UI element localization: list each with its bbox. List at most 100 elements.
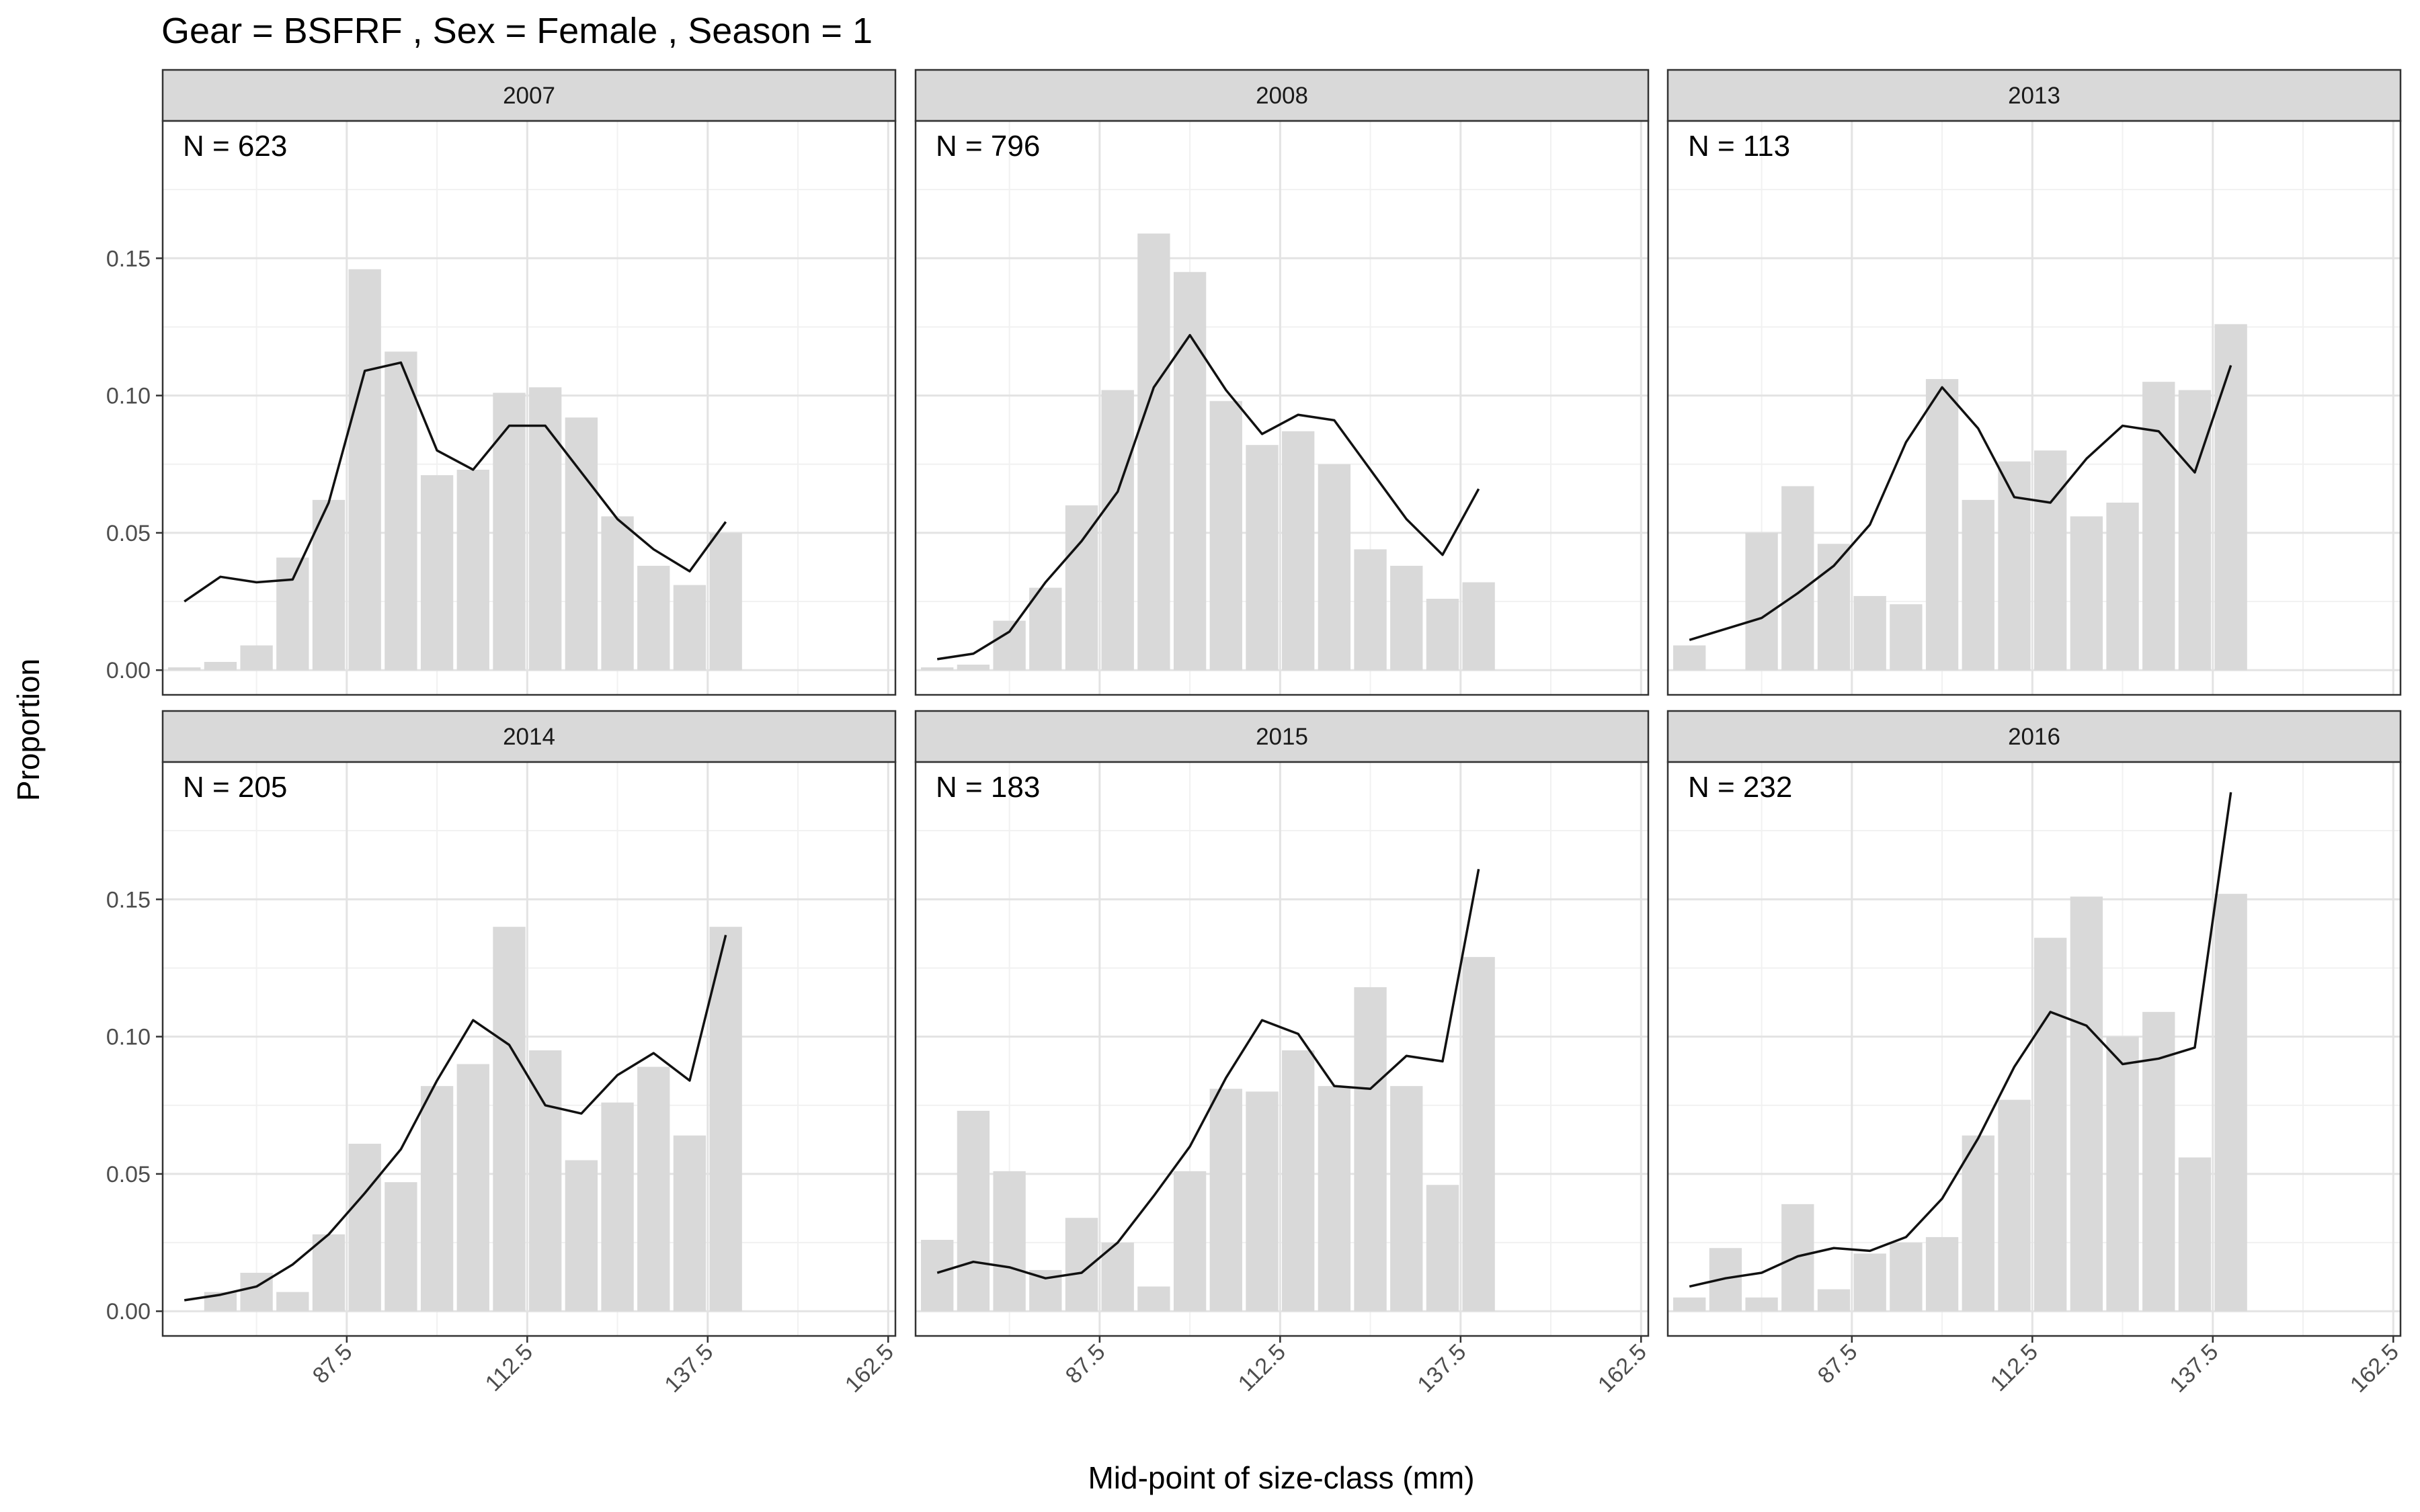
sample-size-label: N = 113 [1688, 130, 1790, 163]
predicted-line [1689, 365, 2232, 641]
y-tick-label: 0.15 [106, 246, 151, 271]
facet-strip-label: 2013 [2008, 83, 2060, 109]
observed-bar [957, 1110, 990, 1312]
sample-size-label: N = 796 [936, 130, 1040, 163]
observed-bar [601, 516, 634, 671]
observed-bar [1173, 1171, 1207, 1312]
observed-bar [276, 557, 309, 671]
facet-strip [1666, 710, 2402, 763]
observed-bar [1101, 390, 1134, 671]
observed-bar [1998, 461, 2031, 671]
observed-bar [1781, 1204, 1814, 1312]
observed-bar [1962, 499, 1994, 671]
observed-bar [240, 645, 273, 671]
observed-bar [1998, 1099, 2031, 1312]
observed-bar [637, 1066, 670, 1312]
observed-bar [1817, 1289, 1851, 1312]
observed-bar [456, 1064, 489, 1312]
observed-bar [2142, 1011, 2175, 1312]
observed-bar [1390, 565, 1423, 671]
panel-border [161, 761, 897, 1337]
x-axis-title: Mid-point of size-class (mm) [1088, 1460, 1474, 1495]
observed-bar [456, 469, 489, 671]
facet-strip [914, 69, 1650, 122]
y-tick-label: 0.00 [106, 658, 151, 683]
observed-bar [565, 417, 598, 671]
observed-bar [2034, 937, 2067, 1312]
facet-panel-2008: 2008 N = 796 [914, 69, 1650, 696]
observed-bar [1029, 587, 1062, 671]
observed-bar [529, 387, 562, 671]
observed-bar [1282, 1050, 1315, 1312]
predicted-line [184, 361, 727, 603]
observed-bar [348, 269, 381, 671]
y-tick-label: 0.15 [106, 887, 151, 913]
observed-bar [2214, 324, 2247, 671]
observed-bar [709, 927, 742, 1312]
observed-bar [1426, 598, 1459, 671]
observed-bar [312, 1234, 346, 1312]
panel-border [1666, 761, 2402, 1337]
observed-bar [1890, 604, 1923, 671]
observed-bar [1962, 1135, 1994, 1312]
observed-bar [1209, 401, 1242, 671]
panel-border [914, 120, 1650, 696]
observed-bar [1318, 464, 1351, 671]
observed-bar [2106, 502, 2139, 671]
facet-strip-label: 2016 [2008, 724, 2060, 750]
observed-bar [1925, 379, 1959, 671]
observed-bar [1673, 645, 1706, 671]
observed-bar [1426, 1185, 1459, 1312]
observed-bar [1709, 1248, 1742, 1312]
sample-size-label: N = 232 [1688, 771, 1792, 804]
observed-bar [529, 1050, 562, 1312]
facet-strip-label: 2007 [503, 83, 555, 109]
observed-bar [1673, 1297, 1706, 1312]
observed-bar [2106, 1036, 2139, 1312]
observed-bar [1853, 595, 1886, 671]
observed-bar [1246, 445, 1279, 671]
facet-panel-2013: 2013 N = 113 [1666, 69, 2402, 696]
observed-bar [1781, 486, 1814, 671]
observed-bar [921, 667, 954, 671]
observed-bar [1173, 271, 1207, 671]
observed-bar [2178, 1157, 2212, 1312]
observed-bar [1390, 1086, 1423, 1312]
predicted-line [1689, 792, 2232, 1288]
facet-strip [1666, 69, 2402, 122]
observed-bar [2178, 390, 2212, 671]
observed-bar [1925, 1236, 1959, 1312]
observed-bar [493, 927, 526, 1312]
facet-strip-label: 2008 [1256, 83, 1308, 109]
y-axis-title: Proportion [11, 659, 46, 801]
panel-border [1666, 120, 2402, 696]
predicted-line [936, 869, 1480, 1279]
observed-bar [1065, 505, 1098, 671]
predicted-line [936, 333, 1480, 661]
observed-bar [1282, 431, 1315, 671]
y-tick-label: 0.05 [106, 521, 151, 546]
observed-bar [1817, 544, 1851, 671]
observed-bar [1209, 1089, 1242, 1312]
observed-bar [601, 1102, 634, 1312]
chart-title: Gear = BSFRF , Sex = Female , Season = 1 [161, 11, 873, 51]
facet-panel-2007: 2007 N = 623 0.00 0.05 0.10 0.15 [106, 69, 897, 696]
observed-bar [673, 585, 707, 671]
observed-bar [1318, 1086, 1351, 1312]
y-tick-label: 0.10 [106, 384, 151, 409]
observed-bar [2070, 516, 2103, 671]
observed-bar [637, 565, 670, 671]
facet-strip-label: 2014 [503, 724, 555, 750]
observed-bar [420, 475, 454, 671]
observed-bar [673, 1135, 707, 1312]
observed-bar [993, 620, 1026, 671]
observed-bar [204, 661, 237, 671]
observed-bar [1853, 1253, 1886, 1312]
observed-bar [993, 1171, 1026, 1312]
observed-bar [1137, 1286, 1170, 1312]
panel-border [161, 120, 897, 696]
observed-bar [1137, 233, 1170, 671]
observed-bar [1354, 549, 1387, 671]
